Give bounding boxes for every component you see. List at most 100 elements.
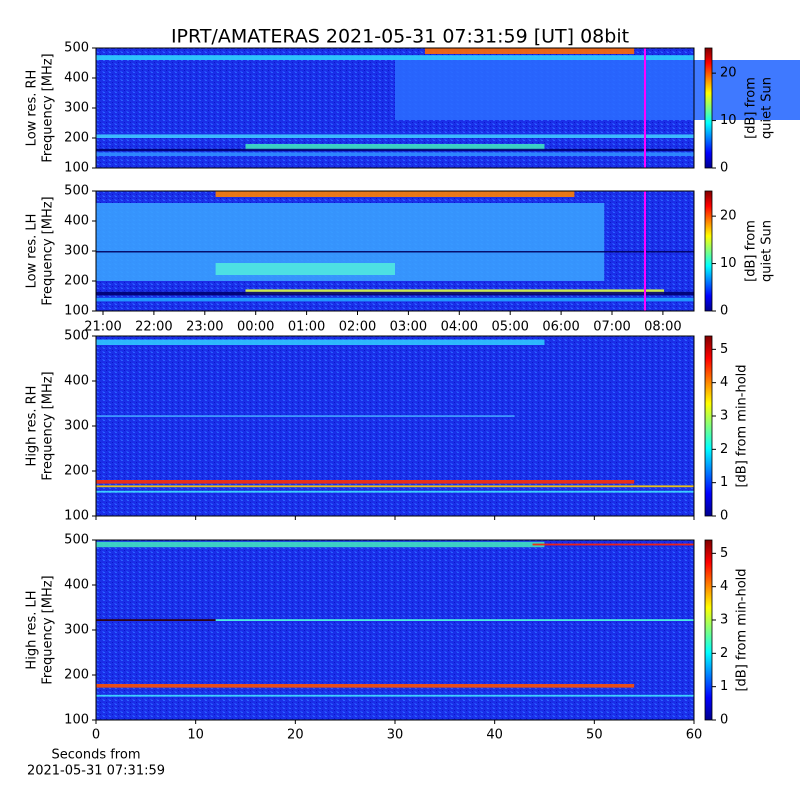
colorbar-tick-label: 1 <box>720 475 728 490</box>
emission-band <box>215 619 694 621</box>
emission-band <box>96 684 635 688</box>
x-tick-label: 30 <box>387 728 404 743</box>
colorbar <box>704 190 713 312</box>
x-tick-label: 04:00 <box>441 320 478 335</box>
y-tick-label: 400 <box>64 578 89 593</box>
y-tick-label: 500 <box>64 41 89 56</box>
emission-band <box>96 415 515 417</box>
colorbar-tick-label: 0 <box>720 161 728 176</box>
colorbar-tick-label: 5 <box>720 342 728 357</box>
x-tick-label: 23:00 <box>186 320 223 335</box>
colorbar <box>704 335 713 517</box>
y-axis-label: Frequency [MHz] <box>41 196 56 305</box>
y-axis-label: High res. LH <box>25 590 40 669</box>
y-tick-label: 200 <box>64 464 89 479</box>
x-tick-label: 21:00 <box>84 320 121 335</box>
emission-band <box>96 694 694 697</box>
emission-band <box>96 152 694 156</box>
emission-band <box>96 297 694 302</box>
y-tick-label: 500 <box>64 533 89 548</box>
x-tick-label: 07:00 <box>593 320 630 335</box>
colorbar-label: [dB] from min-hold <box>735 568 750 691</box>
x-tick-label: 0 <box>92 728 100 743</box>
colorbar <box>704 539 713 721</box>
y-tick-label: 100 <box>64 161 89 176</box>
emission-band <box>424 48 635 54</box>
y-axis-label: Frequency [MHz] <box>41 53 56 162</box>
x-tick-label: 01:00 <box>288 320 325 335</box>
colorbar-tick-label: 3 <box>720 409 728 424</box>
y-tick-label: 300 <box>64 101 89 116</box>
emission-band <box>96 134 694 138</box>
spectrogram <box>96 540 694 720</box>
colorbar-tick-label: 10 <box>720 256 737 271</box>
y-axis-label: Frequency [MHz] <box>41 575 56 684</box>
colorbar-tick-label: 0 <box>720 509 728 524</box>
colorbar-label: quiet Sun <box>760 220 775 282</box>
colorbar-tick-label: 4 <box>720 375 728 390</box>
y-tick-label: 100 <box>64 713 89 728</box>
x-tick-label: 02:00 <box>339 320 376 335</box>
colorbar-label: [dB] from min-hold <box>735 364 750 487</box>
x-tick-label: 06:00 <box>542 320 579 335</box>
y-tick-label: 300 <box>64 419 89 434</box>
x-axis-label: 2021-05-31 07:31:59 <box>27 764 165 779</box>
emission-band <box>96 55 694 60</box>
y-tick-label: 300 <box>64 244 89 259</box>
y-tick-label: 200 <box>64 274 89 289</box>
y-tick-label: 200 <box>64 668 89 683</box>
x-tick-label: 08:00 <box>644 320 681 335</box>
x-tick-label: 05:00 <box>491 320 528 335</box>
emission-band <box>395 60 800 120</box>
x-axis-label: Seconds from <box>51 748 140 763</box>
y-tick-label: 400 <box>64 374 89 389</box>
y-tick-label: 100 <box>64 509 89 524</box>
y-tick-label: 400 <box>64 214 89 229</box>
x-tick-label: 40 <box>486 728 503 743</box>
colorbar-tick-label: 0 <box>720 713 728 728</box>
emission-band <box>215 191 575 197</box>
emission-band <box>96 485 694 488</box>
y-tick-label: 500 <box>64 329 89 344</box>
y-tick-label: 200 <box>64 131 89 146</box>
emission-band <box>245 144 545 150</box>
emission-band <box>96 490 694 493</box>
x-tick-label: 60 <box>686 728 703 743</box>
colorbar <box>704 47 713 169</box>
emission-band <box>532 543 694 546</box>
x-tick-label: 10 <box>187 728 204 743</box>
y-tick-label: 400 <box>64 71 89 86</box>
x-tick-label: 20 <box>287 728 304 743</box>
colorbar-label: [dB] from <box>744 77 759 139</box>
y-tick-label: 500 <box>64 184 89 199</box>
colorbar-tick-label: 2 <box>720 646 728 661</box>
y-tick-label: 100 <box>64 304 89 319</box>
emission-band <box>96 339 545 345</box>
y-axis-label: High res. RH <box>25 386 40 467</box>
emission-band <box>96 619 216 621</box>
y-axis-label: Frequency [MHz] <box>41 371 56 480</box>
colorbar-tick-label: 10 <box>720 113 737 128</box>
x-tick-label: 03:00 <box>390 320 427 335</box>
y-axis-label: Low res. RH <box>25 70 40 147</box>
colorbar-tick-label: 20 <box>720 66 737 81</box>
colorbar-tick-label: 1 <box>720 679 728 694</box>
y-axis-label: Low res. LH <box>25 214 40 289</box>
colorbar-tick-label: 5 <box>720 546 728 561</box>
x-tick-label: 50 <box>586 728 603 743</box>
colorbar-tick-label: 0 <box>720 304 728 319</box>
x-tick-label: 00:00 <box>237 320 274 335</box>
emission-band <box>96 291 694 296</box>
colorbar-tick-label: 2 <box>720 442 728 457</box>
figure-title: IPRT/AMATERAS 2021-05-31 07:31:59 [UT] 0… <box>171 26 629 48</box>
emission-band <box>96 148 694 152</box>
emission-band <box>96 251 694 253</box>
colorbar-tick-label: 3 <box>720 613 728 628</box>
x-tick-label: 22:00 <box>135 320 172 335</box>
y-tick-label: 300 <box>64 623 89 638</box>
colorbar-label: [dB] from <box>744 220 759 282</box>
spectrogram <box>96 336 694 516</box>
colorbar-tick-label: 20 <box>720 209 737 224</box>
emission-band <box>215 263 395 275</box>
